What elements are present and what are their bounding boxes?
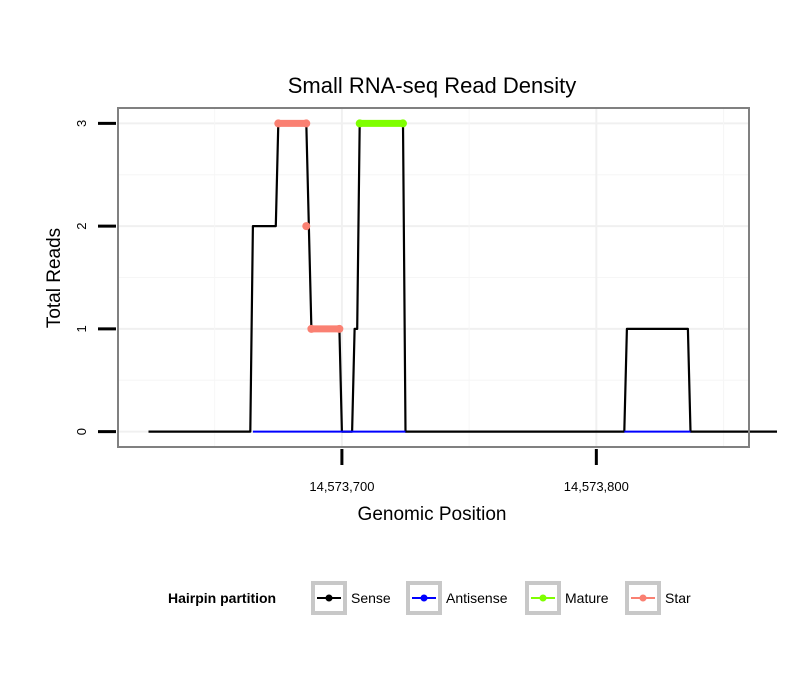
- y-axis: 0 1 2 3: [74, 120, 116, 435]
- legend-title: Hairpin partition: [168, 590, 276, 606]
- star-point: [302, 119, 311, 128]
- x-tick-label: 14,573,700: [309, 479, 374, 494]
- legend-label-star: Star: [665, 590, 691, 606]
- legend-swatch-point: [539, 594, 547, 602]
- legend-key-sense: [311, 581, 347, 615]
- plot-border: [117, 107, 750, 448]
- grid-lines: [118, 108, 749, 447]
- series-lines: [148, 119, 777, 433]
- star-point: [307, 324, 316, 333]
- star-point: [274, 119, 283, 128]
- legend-swatch-point: [420, 594, 428, 602]
- y-tick-label: 2: [74, 223, 89, 230]
- legend-label-antisense: Antisense: [446, 590, 508, 606]
- x-axis: 14,573,700 14,573,800: [309, 449, 629, 494]
- y-tick-label: 0: [74, 428, 89, 435]
- mature-point: [398, 119, 407, 128]
- star-point: [302, 222, 311, 231]
- x-tick-label: 14,573,800: [564, 479, 629, 494]
- legend-label-sense: Sense: [351, 590, 391, 606]
- series-points: [274, 119, 407, 333]
- star-point: [335, 324, 344, 333]
- y-axis-title: Total Reads: [44, 228, 65, 328]
- mature-point: [355, 119, 364, 128]
- legend-label-mature: Mature: [565, 590, 609, 606]
- y-tick-label: 3: [74, 120, 89, 127]
- legend: Hairpin partition Sense Antisense Mature St…: [168, 581, 691, 615]
- legend-swatch-point: [325, 594, 333, 602]
- legend-swatch-point: [639, 594, 647, 602]
- x-axis-title: Genomic Position: [358, 504, 507, 525]
- chart-title: Small RNA-seq Read Density: [288, 73, 577, 98]
- sense-line: [148, 122, 777, 433]
- y-tick-label: 1: [74, 325, 89, 332]
